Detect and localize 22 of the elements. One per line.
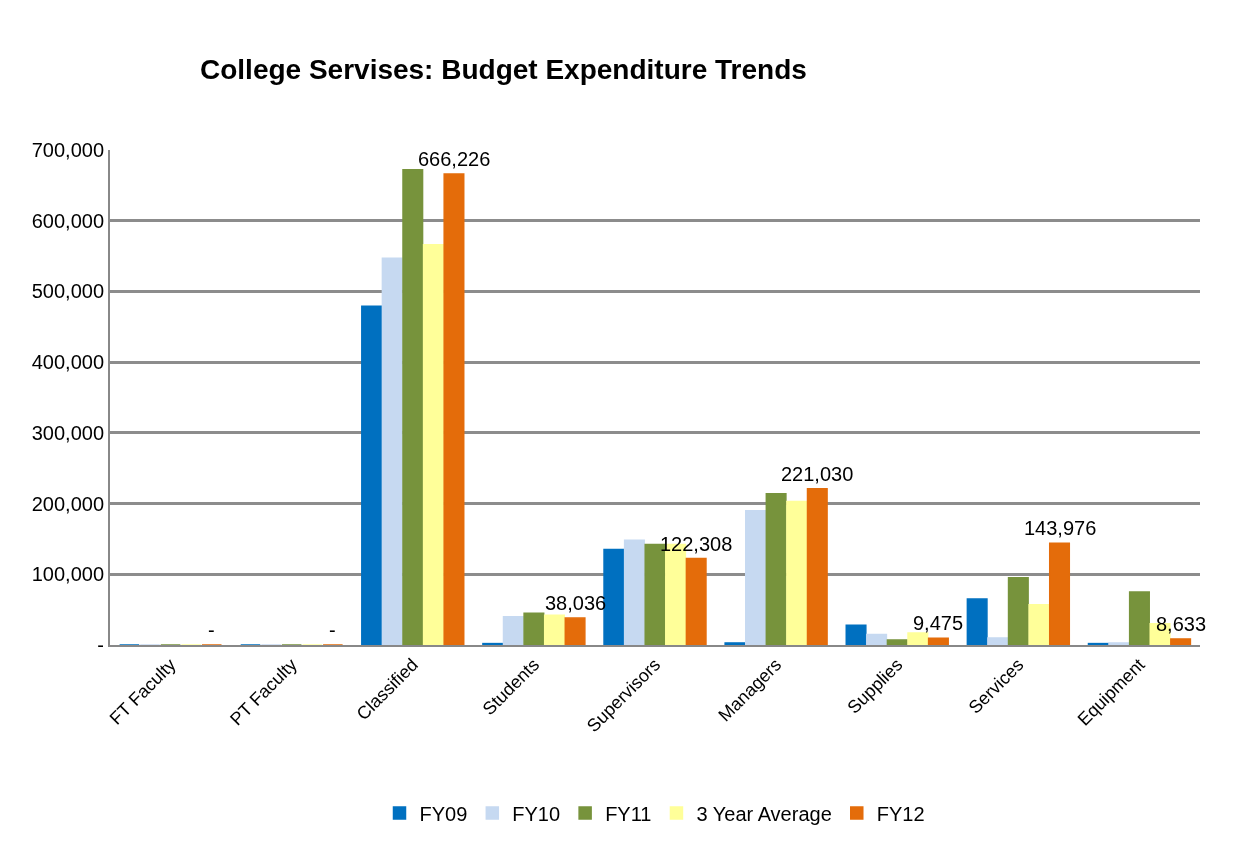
- y-tick-label: 400,000: [31, 351, 104, 374]
- data-label: 143,976: [1024, 517, 1097, 539]
- data-label: -: [329, 619, 336, 641]
- y-tick-label: 200,000: [31, 492, 104, 515]
- data-label: 8,633: [1156, 613, 1207, 635]
- y-tick-label: 700,000: [31, 139, 104, 161]
- legend-label: FY12: [876, 802, 925, 825]
- chart-title: College Servises: Budget Expenditure Trends: [200, 53, 807, 85]
- y-tick-label: 500,000: [31, 280, 104, 303]
- y-tick-label: 100,000: [31, 563, 104, 586]
- legend-label: 3 Year Average: [696, 802, 832, 825]
- data-label: 666,226: [418, 148, 491, 170]
- y-tick-label: -: [97, 634, 104, 656]
- y-tick-label: 600,000: [31, 209, 104, 232]
- data-label: -: [208, 619, 215, 641]
- legend-label: FY09: [419, 802, 468, 825]
- y-tick-label: 300,000: [31, 421, 104, 444]
- legend-label: FY10: [512, 802, 561, 825]
- data-label: 221,030: [781, 463, 854, 485]
- data-label: 9,475: [913, 612, 964, 634]
- legend-label: FY11: [605, 802, 652, 825]
- data-label: 122,308: [660, 533, 733, 555]
